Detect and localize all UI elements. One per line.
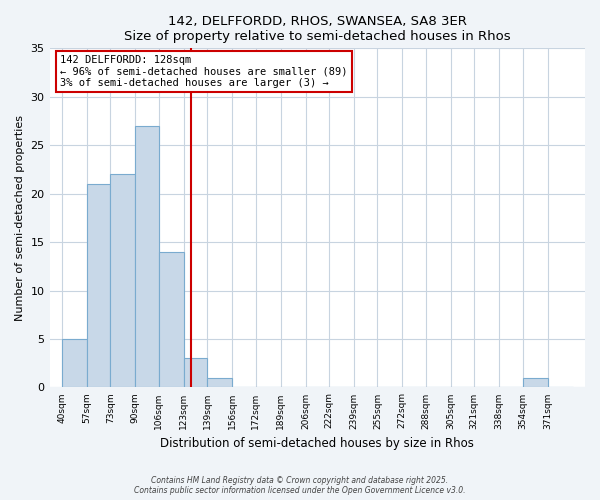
Bar bbox=[523, 378, 548, 388]
Bar bbox=[110, 174, 136, 388]
Bar bbox=[207, 378, 232, 388]
Bar bbox=[62, 339, 87, 388]
X-axis label: Distribution of semi-detached houses by size in Rhos: Distribution of semi-detached houses by … bbox=[160, 437, 474, 450]
Bar bbox=[184, 358, 207, 388]
Y-axis label: Number of semi-detached properties: Number of semi-detached properties bbox=[15, 115, 25, 321]
Bar bbox=[87, 184, 110, 388]
Bar bbox=[136, 126, 159, 388]
Text: Contains HM Land Registry data © Crown copyright and database right 2025.
Contai: Contains HM Land Registry data © Crown c… bbox=[134, 476, 466, 495]
Title: 142, DELFFORDD, RHOS, SWANSEA, SA8 3ER
Size of property relative to semi-detache: 142, DELFFORDD, RHOS, SWANSEA, SA8 3ER S… bbox=[124, 15, 511, 43]
Bar bbox=[159, 252, 184, 388]
Text: 142 DELFFORDD: 128sqm
← 96% of semi-detached houses are smaller (89)
3% of semi-: 142 DELFFORDD: 128sqm ← 96% of semi-deta… bbox=[60, 55, 348, 88]
